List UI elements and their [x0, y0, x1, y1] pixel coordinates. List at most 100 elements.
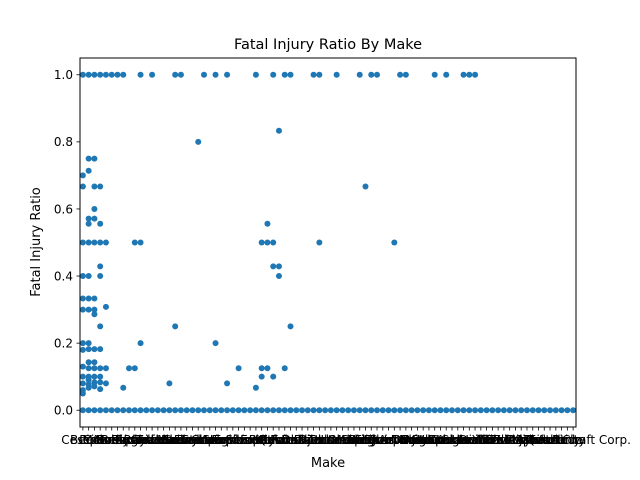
x-tick-label: Helio [460, 433, 490, 447]
x-tick-label: Piper [79, 433, 109, 447]
data-point [149, 407, 156, 414]
x-tick-label: Lake [155, 433, 183, 447]
data-point [350, 407, 357, 414]
data-point [275, 407, 282, 414]
data-point [85, 239, 92, 246]
x-tick-label: Sonex [341, 433, 378, 447]
data-point [137, 340, 144, 347]
data-point [91, 155, 98, 162]
x-tick-label: Fairchild [271, 433, 321, 447]
data-point [102, 303, 109, 310]
data-point [339, 407, 346, 414]
x-tick-label: Convair [441, 433, 487, 447]
data-point [333, 71, 340, 78]
x-tick-label: Thorp [364, 433, 400, 447]
data-point [79, 71, 86, 78]
x-tick-label: Tecnam [307, 433, 354, 447]
data-point [431, 71, 438, 78]
x-tick-label: Zenith [260, 433, 299, 447]
x-tick-label: Bombardier [111, 433, 181, 447]
x-tick-label: Weatherly [520, 433, 581, 447]
data-point [172, 323, 179, 330]
data-point [102, 407, 109, 414]
data-point [264, 220, 271, 227]
x-tick-label: Cessna [61, 433, 104, 447]
x-tick-label: Pilatus [294, 433, 334, 447]
x-tick-label: Embraer [115, 433, 167, 447]
x-tick-label: Robinson [96, 433, 151, 447]
data-point [235, 407, 242, 414]
data-point [264, 407, 271, 414]
data-point [397, 71, 404, 78]
data-point [402, 71, 409, 78]
y-tick-label: 0.4 [54, 269, 73, 283]
x-tick-label: Extra [240, 433, 272, 447]
data-point [212, 340, 219, 347]
data-point [391, 239, 398, 246]
data-point [85, 359, 92, 366]
x-tick-label: Christen [363, 433, 413, 447]
data-point [518, 407, 525, 414]
data-point [91, 311, 98, 318]
x-tick-label: Great Lakes [399, 433, 470, 447]
data-point [258, 407, 265, 414]
x-tick-label: Luscombe [150, 433, 211, 447]
x-tick-label: Waco [413, 433, 445, 447]
x-tick-label: Textron [135, 433, 180, 447]
x-tick-label: Thrush [523, 433, 565, 447]
data-point [85, 215, 92, 222]
data-point [483, 407, 490, 414]
data-point [85, 71, 92, 78]
data-point [500, 407, 507, 414]
x-tick-label: Eurocopter [211, 433, 277, 447]
x-tick-label: Dassault [282, 433, 334, 447]
x-tick-label: Howard [400, 433, 446, 447]
data-point [97, 239, 104, 246]
data-point [247, 407, 254, 414]
data-point [114, 407, 121, 414]
x-tick-label: Ercoupe [174, 433, 223, 447]
x-tick-label: Ayres [516, 433, 549, 447]
data-point [79, 340, 86, 347]
data-point [149, 71, 156, 78]
x-tick-label: Enstrom [214, 433, 264, 447]
data-point [414, 407, 421, 414]
x-tick-label: Vans [253, 433, 282, 447]
data-point [201, 71, 207, 78]
data-point [172, 407, 179, 414]
data-point [172, 71, 179, 78]
data-point [102, 71, 109, 78]
data-point [547, 407, 554, 414]
data-point [229, 407, 236, 414]
data-point [126, 407, 133, 414]
data-point [97, 365, 104, 372]
data-point [454, 407, 461, 414]
data-point [425, 407, 432, 414]
data-point [495, 407, 502, 414]
data-point [97, 263, 104, 270]
x-tick-label: Sikorsky [225, 433, 275, 447]
data-point [79, 172, 86, 179]
data-point [102, 380, 109, 387]
data-point [91, 295, 98, 302]
data-point [287, 71, 294, 78]
x-tick-label: Grumman [162, 433, 222, 447]
data-point [79, 295, 86, 302]
data-point [212, 407, 219, 414]
data-point [356, 71, 363, 78]
data-point [385, 407, 392, 414]
data-point [212, 71, 219, 78]
data-point [97, 183, 104, 190]
data-point [85, 376, 92, 383]
data-point [108, 407, 115, 414]
data-point [120, 384, 127, 391]
x-axis-title: Make [311, 456, 345, 471]
data-point [91, 239, 98, 246]
data-point [79, 346, 86, 353]
x-tick-label: Mooney [82, 433, 129, 447]
data-point [91, 183, 98, 190]
data-point [437, 407, 444, 414]
x-tick-label: Champion [191, 433, 252, 447]
x-tick-label: Air Tractor [508, 433, 570, 447]
